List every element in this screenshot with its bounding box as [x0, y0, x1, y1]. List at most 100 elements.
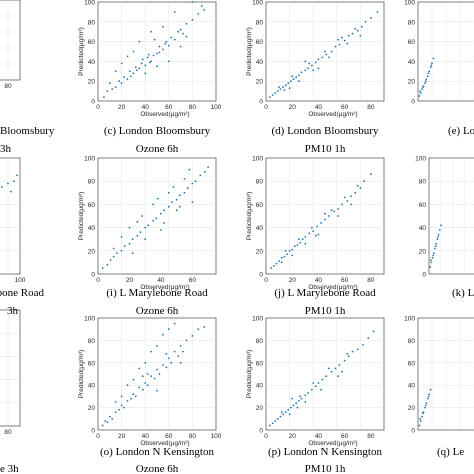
data-point [317, 67, 320, 70]
data-point [343, 196, 346, 199]
partial-caption: (k) L [452, 287, 474, 299]
data-point [112, 247, 115, 250]
data-point [288, 413, 291, 416]
data-point [297, 80, 300, 83]
data-point [346, 200, 349, 202]
y-tick-label: 80 [419, 179, 427, 186]
data-point [136, 220, 139, 223]
data-point [1, 186, 3, 188]
data-point [185, 35, 188, 38]
data-point [354, 27, 357, 30]
x-tick-label: 40 [315, 104, 323, 111]
y-tick-label: 20 [88, 405, 96, 412]
data-point [299, 395, 301, 398]
data-point [173, 11, 176, 13]
panel-caption-line2: Ozone 6h [136, 143, 179, 155]
data-point [150, 375, 153, 378]
data-point [140, 62, 143, 65]
data-point [343, 39, 346, 42]
panel-caption: (j) L Marylebone Road [274, 287, 376, 299]
panel-caption-line2: Ozone 6h [136, 463, 179, 474]
data-point [424, 404, 427, 407]
scatter-panel-0: 80 [0, 0, 21, 90]
y-tick-label: 60 [419, 202, 427, 209]
data-point [177, 30, 180, 33]
x-tick-label: 60 [165, 433, 173, 440]
data-point [158, 51, 161, 54]
data-point [138, 40, 141, 43]
data-point [333, 210, 336, 213]
data-point [162, 364, 164, 366]
y-tick-label: 20 [256, 248, 264, 255]
data-point [175, 209, 178, 212]
data-point [173, 38, 176, 41]
data-point [138, 367, 141, 370]
y-tick-label: 80 [256, 338, 264, 345]
partial-caption: 3h [0, 143, 12, 155]
data-point [351, 32, 354, 35]
x-tick-label: 0 [96, 433, 100, 440]
x-tick-label: 40 [315, 433, 323, 440]
data-point [120, 62, 123, 65]
x-tick-label: 100 [211, 104, 222, 111]
y-tick-label: 100 [404, 316, 415, 323]
data-point [341, 203, 343, 206]
data-point [146, 384, 149, 387]
x-tick-label: 0 [264, 104, 268, 111]
x-tick-label: 20 [289, 104, 297, 111]
y-tick-label: 100 [84, 0, 95, 7]
panel-caption: (o) London N Kensington [100, 446, 214, 458]
x-axis-label: Observed(μg/m³) [308, 111, 357, 118]
data-point [424, 80, 427, 83]
data-point [330, 50, 333, 53]
data-point [429, 66, 432, 69]
data-point [437, 233, 440, 236]
data-point [162, 25, 164, 28]
data-point [330, 370, 333, 373]
data-point [324, 218, 326, 221]
y-tick-label: 40 [408, 59, 416, 66]
x-tick-label: 100 [15, 277, 26, 284]
data-point [130, 397, 132, 400]
data-point [179, 345, 182, 347]
data-point [130, 75, 132, 78]
data-point [432, 252, 435, 255]
data-point [328, 56, 330, 59]
panel-caption: (i) L Marylebone Road [106, 287, 208, 299]
data-point [334, 367, 337, 370]
data-point [111, 88, 114, 90]
panel-caption-line2: Ozone 6h [136, 305, 179, 317]
data-point [118, 408, 121, 411]
data-point [183, 178, 186, 180]
data-point [434, 247, 436, 250]
data-point [328, 367, 330, 370]
y-tick-label: 100 [404, 0, 415, 7]
data-point [270, 267, 273, 270]
data-point [108, 415, 111, 418]
y-tick-label: 60 [408, 39, 416, 46]
data-point [167, 44, 170, 47]
data-point [199, 174, 202, 177]
data-point [280, 256, 283, 259]
data-point [126, 78, 129, 81]
data-point [337, 375, 339, 378]
data-point [304, 69, 307, 72]
x-tick-label: 20 [118, 104, 126, 111]
x-tick-label: 0 [264, 433, 268, 440]
data-point [173, 322, 176, 325]
data-point [288, 87, 291, 89]
y-tick-label: 40 [256, 59, 264, 66]
partial-caption: e 3h [0, 463, 19, 474]
y-axis-label: Predicted(μg/m³) [78, 27, 85, 76]
data-point [421, 88, 424, 90]
data-point [271, 422, 274, 425]
x-tick-label: 80 [4, 83, 12, 90]
data-point [156, 345, 158, 347]
data-point [286, 253, 288, 256]
data-point [428, 393, 431, 396]
data-point [160, 212, 162, 215]
data-point [156, 389, 158, 392]
data-point [422, 412, 424, 415]
x-tick-label: 60 [189, 277, 197, 284]
